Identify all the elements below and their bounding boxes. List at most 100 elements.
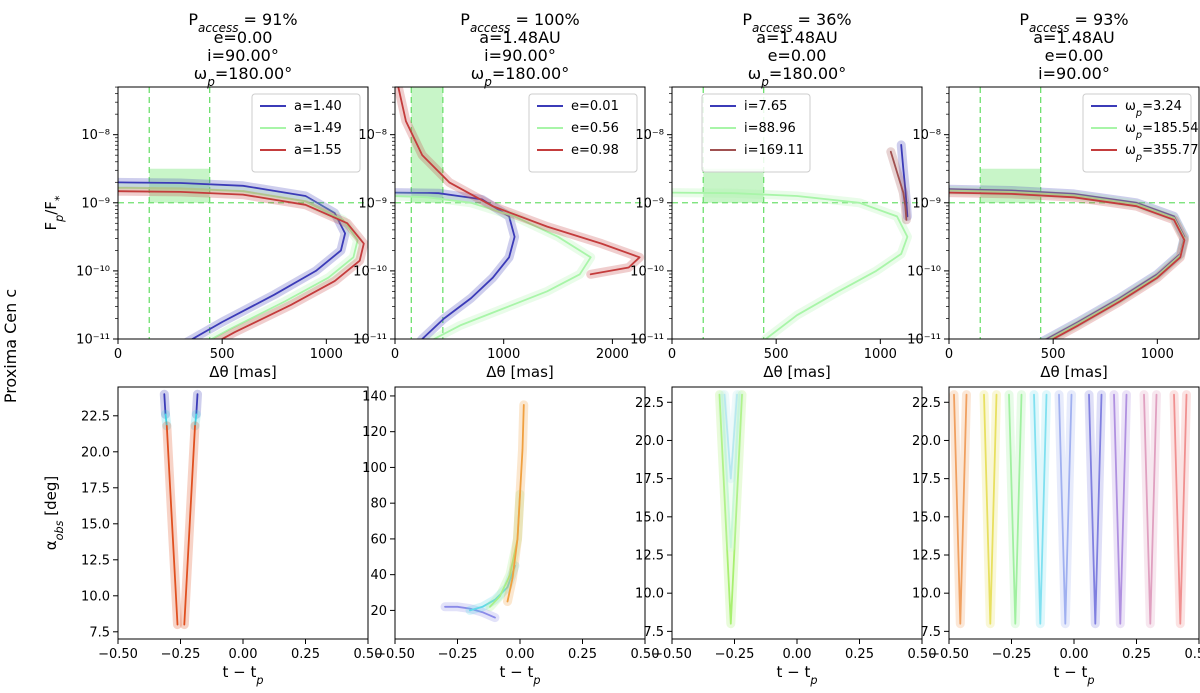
panel-title-line: Paccess = 36%: [742, 10, 851, 35]
x-tick-label: −0.50: [98, 647, 138, 662]
series-line-5: [1088, 393, 1103, 625]
x-tick-label: 0.25: [291, 647, 320, 662]
series-line-1: [118, 186, 359, 339]
panel-title-line: Paccess = 93%: [1019, 10, 1128, 35]
y-tick-label: 10⁻⁸: [81, 128, 110, 143]
x-axis-label: Δθ [mas]: [1040, 363, 1108, 381]
y-tick-label: 17.5: [81, 481, 110, 496]
series-group: [159, 389, 202, 630]
x-tick-label: 0.50: [631, 647, 660, 662]
y-tick-label: 7.5: [920, 625, 941, 640]
y-axis-label: αobs [deg]: [42, 476, 66, 551]
y-tick-label: 20.0: [81, 445, 110, 460]
y-tick-label: 140: [362, 389, 387, 404]
accessible-region: [703, 168, 764, 203]
y-tick-label: 10.0: [912, 587, 941, 602]
x-tick-label: 500: [210, 347, 235, 362]
y-tick-label: 10⁻¹⁰: [76, 264, 110, 279]
legend-label: e=0.98: [571, 143, 619, 158]
x-tick-label: 0.50: [1185, 647, 1200, 662]
y-tick-label: 10⁻⁹: [358, 196, 387, 211]
y-tick-label: 20: [370, 604, 387, 619]
series-line-1: [672, 191, 909, 339]
series-group: [440, 400, 529, 623]
panel-title-line: i=90.00°: [484, 46, 556, 65]
y-tick-label: 10⁻¹⁰: [630, 264, 664, 279]
y-tick-label: 12.5: [81, 553, 110, 568]
series-group: [672, 140, 912, 339]
series-line-8: [1173, 393, 1188, 625]
legend-box: [701, 93, 811, 173]
x-axis-label: Δθ [mas]: [209, 363, 277, 381]
x-axis-label: t − tp: [1053, 663, 1094, 687]
series-line-1: [469, 564, 516, 612]
x-tick-label: 0.25: [1122, 647, 1151, 662]
legend-label: ωp=355.77: [1125, 143, 1198, 163]
x-axis-label: Δθ [mas]: [486, 363, 554, 381]
row-label: Proxima Cen c: [1, 289, 20, 403]
y-tick-label: 10⁻¹¹: [630, 333, 664, 348]
plot-frame: [117, 386, 369, 640]
series-line-0: [118, 181, 347, 339]
chart-bottom-3: −0.50 −0.25 0.00 0.25 0.50 7.5 10.0 12.5 15.0 17.…: [635, 386, 936, 687]
y-axis-label: Fp/F*: [42, 195, 66, 230]
x-tick-label: 0: [391, 347, 399, 362]
y-tick-label: 10⁻⁹: [912, 196, 941, 211]
series-group: [949, 390, 1191, 629]
panel-title-line: e=0.00: [1045, 46, 1104, 65]
series-band-1: [672, 188, 912, 339]
series-group: [118, 177, 368, 339]
y-tick-label: 120: [362, 425, 387, 440]
y-tick-label: 22.5: [635, 396, 664, 411]
x-tick-label: 1000: [487, 347, 520, 362]
series-line-0: [900, 143, 909, 218]
series-line-0: [163, 393, 167, 416]
legend: i=7.65 i=88.96 i=169.11: [701, 93, 811, 173]
legend-label: i=88.96: [744, 121, 796, 136]
x-tick-label: 0: [668, 347, 676, 362]
chart-bottom-4: −0.50 −0.25 0.00 0.25 0.50 7.5 10.0 12.5 15.0 17.…: [912, 386, 1200, 687]
series-line-0: [718, 393, 743, 625]
series-band-3: [503, 400, 529, 606]
series-line-5: [183, 424, 196, 626]
series-line-1: [721, 393, 741, 549]
series-line-4: [194, 413, 198, 427]
series-line-2: [1008, 393, 1023, 625]
legend-label: a=1.55: [294, 143, 342, 158]
x-tick-label: 500: [764, 347, 789, 362]
x-tick-label: −0.50: [652, 647, 692, 662]
x-tick-label: 2000: [596, 347, 629, 362]
y-tick-label: 20.0: [912, 434, 941, 449]
series-line-0: [953, 393, 968, 625]
series-group: [715, 390, 747, 629]
y-tick-label: 10⁻¹⁰: [353, 264, 387, 279]
panel-title-line: ωp=180.00°: [748, 64, 846, 89]
legend-label: a=1.49: [294, 121, 342, 136]
x-tick-label: 0.00: [783, 647, 812, 662]
series-line-3: [506, 403, 525, 603]
y-tick-label: 20.0: [635, 434, 664, 449]
y-tick-label: 10⁻⁹: [635, 196, 664, 211]
series-line-4: [1058, 393, 1073, 625]
series-group: [949, 184, 1189, 339]
x-tick-label: 0: [114, 347, 122, 362]
legend: e=0.01 e=0.56 e=0.98: [528, 93, 638, 173]
y-tick-label: 100: [362, 461, 387, 476]
series-line-6: [1113, 393, 1128, 625]
chart-top-3: 0 500 1000 10⁻¹¹ 10⁻¹⁰ 10⁻⁹ 10⁻⁸ Δθ [mas] Pacces…: [630, 10, 923, 381]
legend-label: ωp=185.54: [1125, 121, 1198, 141]
chart-top-1: 0 500 1000 10⁻¹¹ 10⁻¹⁰ 10⁻⁹ 10⁻⁸ Δθ [mas] Fp/F* P…: [42, 10, 369, 381]
y-tick-label: 15.0: [635, 510, 664, 525]
legend-label: e=0.56: [571, 121, 619, 136]
x-tick-label: 0.00: [229, 647, 258, 662]
y-tick-label: 60: [370, 532, 387, 547]
x-tick-label: 0.25: [845, 647, 874, 662]
series-band-0: [395, 188, 520, 339]
y-tick-label: 7.5: [89, 625, 110, 640]
y-tick-label: 10⁻⁸: [635, 128, 664, 143]
panel-title-line: ωp=180.00°: [194, 64, 292, 89]
legend-label: a=1.40: [294, 99, 342, 114]
panel-title-line: e=0.00: [768, 46, 827, 65]
x-axis-label: t − tp: [499, 663, 540, 687]
